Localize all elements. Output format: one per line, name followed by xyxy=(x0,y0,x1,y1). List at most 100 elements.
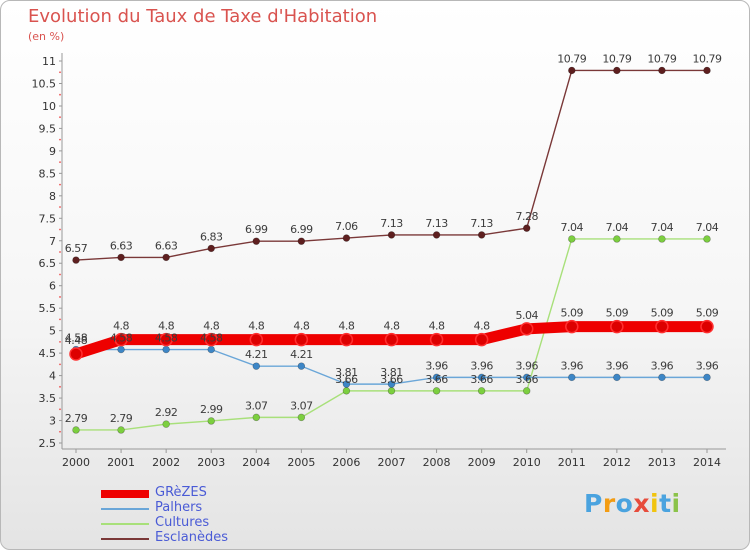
x-tick-label: 2000 xyxy=(62,456,90,469)
data-label: 3.66 xyxy=(380,373,403,386)
data-label: 10.79 xyxy=(557,52,586,65)
data-label: 3.96 xyxy=(651,359,674,372)
x-tick-label: 2012 xyxy=(603,456,631,469)
data-point xyxy=(114,332,128,347)
data-label: 7.04 xyxy=(561,221,584,234)
data-label: 3.96 xyxy=(606,359,629,372)
data-label: 3.96 xyxy=(696,359,719,372)
data-point xyxy=(703,66,711,75)
data-label: 6.99 xyxy=(245,223,268,236)
data-label: 5.09 xyxy=(696,307,719,320)
data-point xyxy=(387,380,396,388)
data-label: 4.8 xyxy=(384,320,400,333)
data-point xyxy=(204,332,218,347)
data-point xyxy=(658,66,666,75)
data-point xyxy=(700,319,714,334)
y-tick-label: 9 xyxy=(49,145,56,158)
data-point xyxy=(342,234,351,242)
data-point xyxy=(523,387,531,395)
data-point xyxy=(207,417,215,425)
logo-letter: i xyxy=(671,489,681,518)
x-tick-label: 2004 xyxy=(242,456,270,469)
y-minor-dot xyxy=(59,385,61,388)
data-point xyxy=(610,319,624,334)
data-label: 3.66 xyxy=(515,373,538,386)
data-point xyxy=(658,235,666,243)
data-label: 4.58 xyxy=(200,332,223,345)
data-point xyxy=(342,380,351,388)
data-label: 6.83 xyxy=(200,230,223,243)
data-label: 4.8 xyxy=(293,320,309,333)
data-label: 2.99 xyxy=(200,403,223,416)
data-label: 5.09 xyxy=(561,307,584,320)
data-label: 3.07 xyxy=(245,399,268,412)
y-minor-dot xyxy=(59,318,61,321)
logo-letter: x xyxy=(633,489,650,518)
data-label: 5.09 xyxy=(651,307,674,320)
data-point xyxy=(519,322,534,336)
data-label: 4.8 xyxy=(338,320,354,333)
data-label: 7.04 xyxy=(606,221,629,234)
y-minor-dot xyxy=(59,93,61,96)
y-tick-label: 5 xyxy=(49,325,56,338)
data-label: 3.07 xyxy=(290,399,313,412)
y-tick-label: 6 xyxy=(49,280,56,293)
x-tick-label: 2002 xyxy=(152,456,180,469)
data-point xyxy=(297,362,306,370)
data-label: 10.79 xyxy=(602,52,631,65)
data-point xyxy=(568,235,576,243)
data-label: 7.04 xyxy=(651,221,674,234)
logo-letter: r xyxy=(602,489,616,518)
logo-letter: i xyxy=(650,489,660,518)
data-point xyxy=(339,332,354,347)
data-point xyxy=(613,66,621,75)
x-tick-label: 2006 xyxy=(332,456,360,469)
data-label: 6.63 xyxy=(155,239,178,252)
unit-label: (en %) xyxy=(28,30,65,43)
data-point xyxy=(432,387,441,395)
y-minor-dot xyxy=(59,138,61,141)
data-label: 4.8 xyxy=(203,320,219,333)
data-point xyxy=(703,373,711,382)
x-tick-label: 2013 xyxy=(648,456,676,469)
data-point xyxy=(297,413,306,422)
x-tick-label: 2011 xyxy=(558,456,586,469)
data-label: 6.99 xyxy=(290,223,313,236)
data-label: 7.04 xyxy=(696,221,719,234)
data-point xyxy=(613,235,621,243)
data-label: 3.96 xyxy=(561,359,584,372)
y-minor-dot xyxy=(59,206,61,208)
chart-title: Evolution du Taux de Taxe d'Habitation xyxy=(28,6,378,27)
data-point xyxy=(207,345,215,354)
legend-swatch-esclanedes xyxy=(101,538,149,540)
data-label: 3.96 xyxy=(470,359,493,372)
data-point xyxy=(384,332,399,347)
legend-swatch-cultures xyxy=(101,523,149,525)
y-minor-dot xyxy=(59,430,61,433)
data-label: 4.21 xyxy=(245,348,268,361)
data-label: 3.66 xyxy=(470,373,493,386)
data-point xyxy=(159,332,173,347)
legend-label-grezes: GRèZES xyxy=(155,485,207,500)
data-point xyxy=(387,231,396,239)
data-point xyxy=(297,237,306,245)
data-label: 4.21 xyxy=(290,348,313,361)
data-label: 3.81 xyxy=(380,366,403,379)
data-label: 3.96 xyxy=(425,359,448,372)
data-label: 3.66 xyxy=(335,373,358,386)
data-point xyxy=(252,362,260,370)
data-label: 10.79 xyxy=(647,52,676,65)
legend-swatch-palhers xyxy=(101,508,149,510)
data-point xyxy=(72,426,80,434)
y-minor-dot xyxy=(59,296,61,298)
y-minor-dot xyxy=(59,71,61,74)
data-point xyxy=(252,237,260,245)
data-point xyxy=(162,420,170,428)
data-label: 7.06 xyxy=(335,220,358,233)
y-tick-label: 9.5 xyxy=(39,122,57,135)
data-label: 5.09 xyxy=(606,307,629,320)
data-point xyxy=(655,319,669,334)
data-point xyxy=(474,332,489,347)
